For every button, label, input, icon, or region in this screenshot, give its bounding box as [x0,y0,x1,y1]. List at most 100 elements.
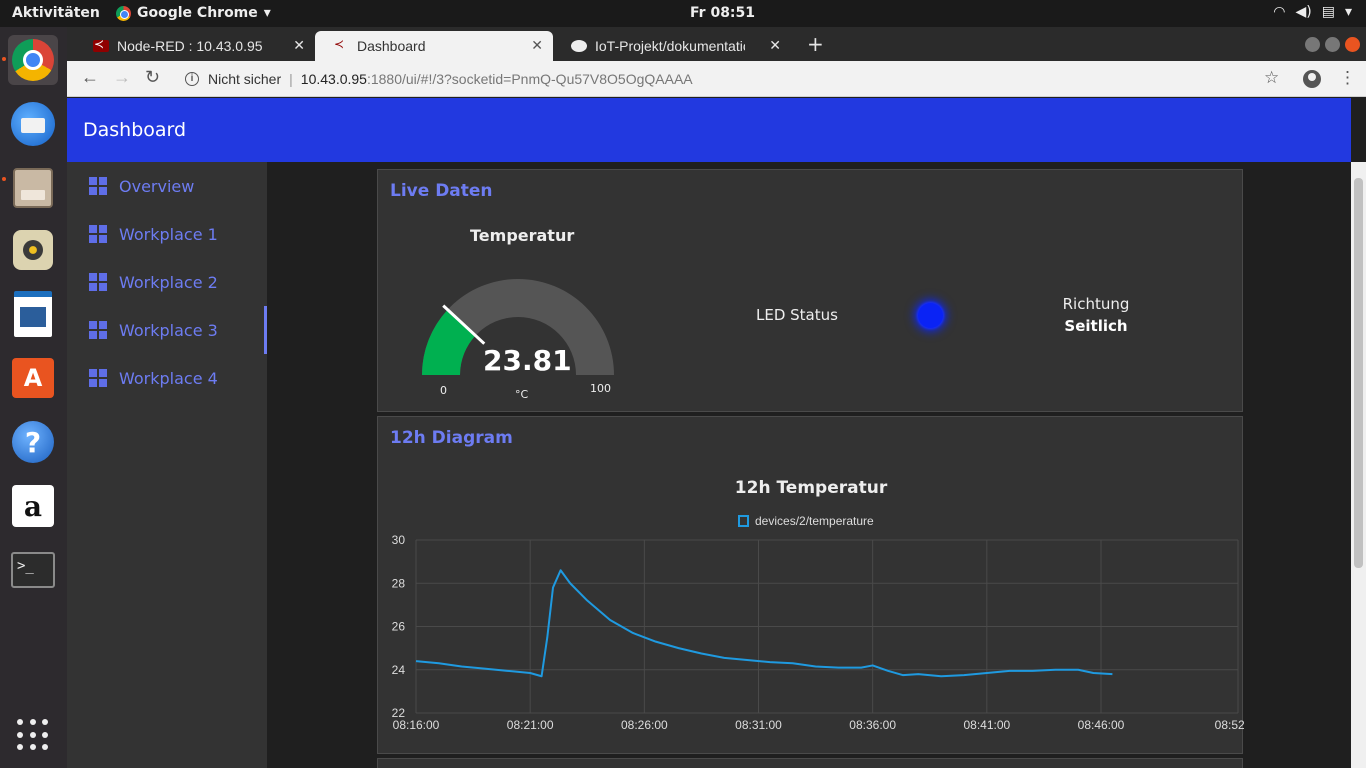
new-tab-button[interactable]: + [807,32,824,56]
chevron-down-icon: ▾ [1344,4,1352,20]
scrollbar-thumb[interactable] [1354,178,1363,568]
rhythmbox-icon [13,230,53,270]
tab-strip: Node-RED : 10.43.0.95 ✕ Dashboard ✕ IoT-… [67,27,1366,61]
direction-label: Richtung [1062,295,1130,313]
dashboard-icon [89,369,107,387]
files-icon [13,168,53,208]
dashboard-icon [89,321,107,339]
node-red-icon [333,37,349,52]
reload-icon[interactable]: ↻ [145,67,161,87]
sidebar-item-label: Workplace 3 [119,320,218,340]
y-tick-label: 26 [392,620,406,634]
show-applications-icon[interactable] [17,719,49,751]
x-tick-label: 08:21:00 [507,718,554,732]
sidebar-item-label: Overview [119,176,195,196]
window-close-button[interactable] [1345,37,1360,52]
chevron-down-icon: ▾ [263,5,271,21]
dock-writer[interactable] [8,289,58,339]
sidebar-item-label: Workplace 2 [119,272,218,292]
tab-node-red[interactable]: Node-RED : 10.43.0.95 ✕ [75,31,315,61]
app-menu[interactable]: Google Chrome ▾ [116,5,271,21]
maximize-button[interactable] [1325,37,1340,52]
x-tick-label: 08:41:00 [963,718,1010,732]
tab-github[interactable]: IoT-Projekt/dokumentatio ✕ [553,31,791,61]
temperature-line-chart: 22 24 26 28 30 08:16:00 08:21:00 08:26:00 08:31:… [392,533,1244,732]
wifi-icon: ◠ [1273,4,1286,20]
profile-avatar-icon[interactable] [1303,70,1321,88]
dock-rhythmbox[interactable] [8,225,58,275]
url-host[interactable]: 10.43.0.95 [300,71,367,87]
chart-legend: devices/2/temperature [738,514,874,528]
sidebar-item-workplace-4[interactable]: Workplace 4 [67,354,267,402]
legend-swatch [738,515,749,527]
direction-value: Seitlich [1064,317,1128,335]
dock-chrome[interactable] [8,35,58,85]
page-scrollbar[interactable] [1351,162,1366,768]
activities-button[interactable]: Aktivitäten [12,5,100,21]
dock-terminal[interactable]: >_ [8,545,58,595]
back-icon[interactable]: ← [81,67,99,87]
sidebar-item-label: Workplace 1 [119,224,218,244]
close-icon[interactable]: ✕ [293,37,305,53]
address-bar[interactable]: i Nicht sicher | 10.43.0.95 :1880/ui/#!/… [185,66,1275,92]
sidebar-item-overview[interactable]: Overview [67,162,267,210]
dock-files[interactable] [8,163,58,213]
sidebar-item-workplace-1[interactable]: Workplace 1 [67,210,267,258]
dashboard-icon [89,177,107,195]
card-title: Live Daten [390,181,493,201]
tab-title: Dashboard [357,38,426,54]
github-icon [571,40,587,52]
x-tick-label: 08:46:00 [1078,718,1125,732]
sidebar-item-workplace-3[interactable]: Workplace 3 [67,306,267,354]
legend-label: devices/2/temperature [755,514,874,528]
clock[interactable]: Fr 08:51 [690,5,756,21]
running-indicator [2,57,6,61]
y-tick-label: 30 [392,533,406,547]
terminal-icon: >_ [11,552,55,588]
info-icon[interactable]: i [185,72,199,86]
close-icon[interactable]: ✕ [531,37,543,53]
dock-software[interactable]: A [8,353,58,403]
dashboard-page: Dashboard Overview Workplace 1 Workplace… [67,98,1351,768]
browser-toolbar: ← → ↻ i Nicht sicher | 10.43.0.95 :1880/… [67,61,1366,97]
chrome-icon [12,39,54,81]
amazon-icon: a [12,485,54,527]
system-top-bar: Aktivitäten Google Chrome ▾ Fr 08:51 ◠ ◀… [0,0,1366,27]
x-tick-label: 08:16:00 [393,718,440,732]
card-title: 12h Diagram [390,428,513,448]
app-header: Dashboard [67,98,1351,162]
diagram-card: 12h Diagram 12h Temperatur devices/2/tem… [377,416,1244,754]
system-tray[interactable]: ◠ ◀) ▤ ▾ [1273,4,1352,20]
forward-icon[interactable]: → [113,67,131,87]
led-status-indicator [918,303,943,328]
tab-title: IoT-Projekt/dokumentatio [595,38,745,54]
running-indicator [2,177,6,181]
security-label[interactable]: Nicht sicher [208,71,282,87]
url-path[interactable]: :1880/ui/#!/3?socketid=PnmQ-Qu57V8O5OgQA… [366,71,693,87]
gauge-value: 23.81 [483,344,572,377]
dock-amazon[interactable]: a [8,481,58,531]
bookmark-star-icon[interactable]: ☆ [1264,68,1280,87]
dock-thunderbird[interactable] [8,99,58,149]
gauge-max: 100 [590,382,611,395]
chrome-icon [116,5,131,21]
content-area: Live Daten Temperatur 23.81 0 100 °C LED… [267,162,1351,768]
series-line [415,569,1113,678]
writer-icon [14,291,52,337]
x-tick-label: 08:26:00 [621,718,668,732]
volume-icon: ◀) [1295,4,1312,20]
menu-kebab-icon[interactable]: ⋮ [1339,68,1356,87]
sidebar: Overview Workplace 1 Workplace 2 Workpla… [67,162,267,768]
y-tick-label: 24 [392,663,406,677]
gauge-title: Temperatur [470,226,575,245]
dock-help[interactable]: ? [8,417,58,467]
close-icon[interactable]: ✕ [769,37,781,53]
sidebar-item-workplace-2[interactable]: Workplace 2 [67,258,267,306]
node-red-icon [93,37,109,52]
tab-dashboard[interactable]: Dashboard ✕ [315,31,553,61]
dock: A ? a >_ [0,27,67,768]
sidebar-item-label: Workplace 4 [119,368,218,388]
help-icon: ? [12,421,54,463]
gauge-unit: °C [515,388,529,401]
minimize-button[interactable] [1305,37,1320,52]
